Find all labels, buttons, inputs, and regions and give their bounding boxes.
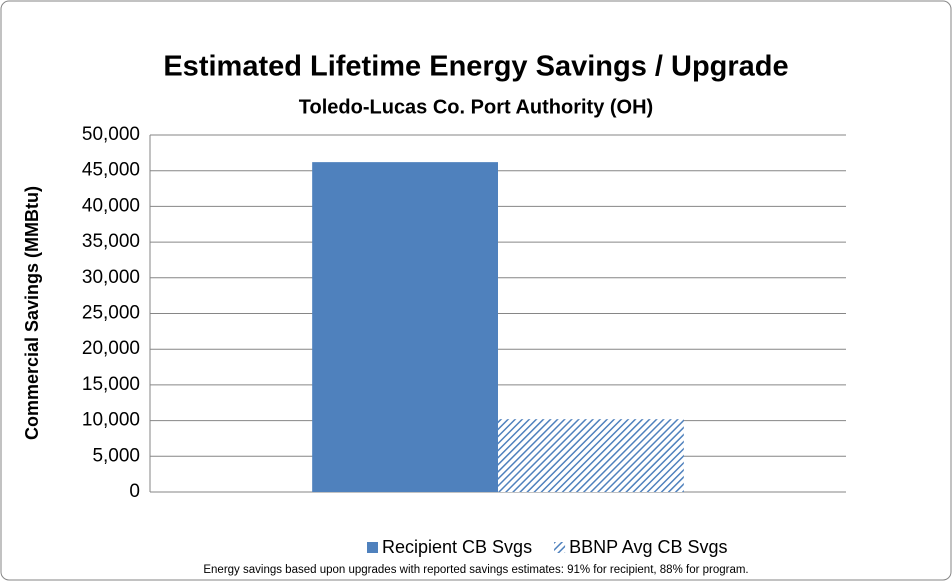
- legend-swatch: [554, 542, 566, 553]
- chart-title: Estimated Lifetime Energy Savings / Upgr…: [163, 51, 788, 83]
- y-tick-label: 15,000: [82, 374, 140, 395]
- y-tick-label: 40,000: [82, 195, 140, 216]
- y-tick-label: 30,000: [82, 267, 140, 288]
- chart-subtitle: Toledo-Lucas Co. Port Authority (OH): [299, 96, 653, 118]
- legend-label: Recipient CB Svgs: [382, 537, 532, 557]
- y-tick-label: 45,000: [82, 160, 140, 181]
- y-tick-label: 50,000: [82, 124, 140, 145]
- legend-swatch: [367, 542, 378, 553]
- y-tick-label: 35,000: [82, 231, 140, 252]
- y-tick-label: 5,000: [92, 445, 140, 466]
- y-axis-label: Commercial Savings (MMBtu): [22, 186, 42, 440]
- y-tick-label: 10,000: [82, 410, 140, 431]
- bar: [312, 162, 498, 492]
- footnote: Energy savings based upon upgrades with …: [203, 564, 748, 576]
- y-tick-label: 20,000: [82, 338, 140, 359]
- y-tick-label: 0: [129, 481, 140, 502]
- bar: [498, 419, 684, 492]
- y-tick-label: 25,000: [82, 303, 140, 324]
- legend-label: BBNP Avg CB Svgs: [569, 537, 727, 557]
